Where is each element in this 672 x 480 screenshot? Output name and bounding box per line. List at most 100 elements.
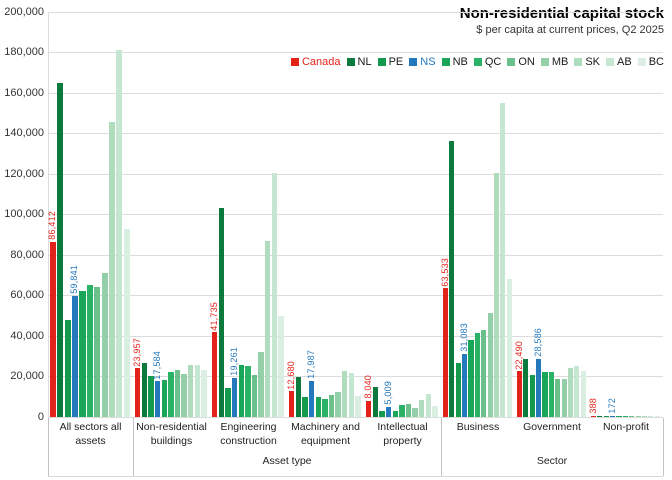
bar-ns bbox=[462, 354, 468, 417]
legend-item-canada[interactable]: Canada bbox=[290, 56, 341, 68]
bar-value-label: 12,680 bbox=[285, 360, 296, 390]
bar-nl bbox=[523, 359, 529, 417]
gridline bbox=[48, 416, 663, 418]
bar-nl bbox=[218, 208, 224, 417]
bar-nl bbox=[597, 415, 603, 417]
bar-value-label: 172 bbox=[606, 398, 617, 414]
y-axis-tick-label: 200,000 bbox=[4, 5, 44, 18]
bar-mb bbox=[561, 379, 567, 417]
bar-sk bbox=[342, 371, 348, 417]
gridline bbox=[48, 335, 663, 337]
bar-ab bbox=[194, 364, 201, 417]
bar-value-label: 17,987 bbox=[305, 349, 316, 379]
bar-nb bbox=[315, 396, 321, 417]
legend-swatch-icon bbox=[507, 58, 516, 66]
legend-item-ns[interactable]: NS bbox=[409, 56, 436, 68]
bar-value-label: 22,490 bbox=[513, 340, 524, 370]
bar-qc bbox=[399, 405, 405, 417]
legend-swatch-icon bbox=[409, 58, 418, 66]
bar-ab bbox=[348, 373, 355, 417]
bar-bc bbox=[278, 315, 284, 417]
legend-swatch-icon bbox=[290, 58, 299, 66]
legend-label: MB bbox=[551, 56, 569, 68]
gridline bbox=[48, 11, 663, 13]
legend-item-bc[interactable]: BC bbox=[637, 56, 664, 68]
axis-divider-line bbox=[441, 418, 442, 476]
legend-swatch-icon bbox=[441, 58, 450, 66]
bar-pe bbox=[603, 415, 609, 417]
bar-bc bbox=[432, 406, 438, 417]
y-axis-tick-label: 20,000 bbox=[10, 370, 44, 382]
legend-item-mb[interactable]: MB bbox=[540, 56, 569, 68]
axis-divider-line bbox=[133, 418, 134, 476]
legend-item-ab[interactable]: AB bbox=[606, 56, 632, 68]
bar-canada bbox=[366, 400, 372, 417]
legend-label: AB bbox=[617, 56, 632, 68]
bar-nb bbox=[79, 291, 86, 417]
bar-sk bbox=[419, 399, 425, 417]
legend-label: NS bbox=[420, 56, 436, 68]
bar-ns bbox=[385, 406, 392, 417]
legend-item-sk[interactable]: SK bbox=[574, 56, 600, 68]
legend-item-nb[interactable]: NB bbox=[441, 56, 468, 68]
bar-qc bbox=[322, 398, 328, 417]
x-axis-category-label: Non-residential buildings bbox=[136, 421, 207, 447]
bar-nb bbox=[616, 415, 622, 417]
bar-nb bbox=[161, 379, 167, 417]
legend-item-on[interactable]: ON bbox=[507, 56, 535, 68]
legend-item-qc[interactable]: QC bbox=[473, 56, 501, 68]
bar-ab bbox=[574, 365, 580, 417]
bar-on bbox=[629, 415, 635, 417]
x-axis-category-label: All sectors all assets bbox=[59, 421, 122, 447]
bar-ab bbox=[271, 172, 278, 417]
bar-ns bbox=[154, 381, 161, 417]
bar-bc bbox=[654, 415, 660, 417]
legend-item-pe[interactable]: PE bbox=[377, 56, 403, 68]
x-axis-category-label: Machinery and equipment bbox=[291, 421, 360, 447]
bar-pe bbox=[529, 375, 535, 417]
bar-mb bbox=[412, 408, 418, 417]
legend-item-nl[interactable]: NL bbox=[346, 56, 372, 68]
bar-nl bbox=[295, 377, 301, 417]
y-axis-tick-label: 160,000 bbox=[4, 86, 44, 99]
bar-sk bbox=[108, 122, 115, 417]
bar-mb bbox=[181, 374, 187, 417]
bar-mb bbox=[101, 273, 108, 417]
bar-on bbox=[94, 287, 101, 417]
bar-nb bbox=[392, 410, 398, 417]
legend-swatch-icon bbox=[606, 58, 615, 66]
legend-label: ON bbox=[518, 56, 535, 68]
bar-qc bbox=[622, 415, 628, 417]
bar-value-label: 59,841 bbox=[69, 265, 80, 294]
legend-label: NL bbox=[357, 56, 372, 68]
bar-on bbox=[251, 375, 258, 417]
bar-value-label: 63,533 bbox=[439, 257, 450, 287]
x-axis-group-label: Sector bbox=[536, 455, 568, 467]
x-axis-line bbox=[48, 417, 663, 418]
bar-mb bbox=[335, 392, 341, 417]
bar-canada bbox=[289, 391, 295, 417]
bar-nb bbox=[238, 365, 244, 417]
bar-canada bbox=[591, 415, 597, 417]
y-axis-tick-label: 100,000 bbox=[4, 208, 44, 220]
bar-value-label: 23,957 bbox=[131, 337, 142, 367]
bar-value-label: 86,412 bbox=[47, 211, 58, 241]
bar-canada bbox=[517, 371, 523, 417]
bar-ns bbox=[231, 377, 238, 417]
bar-ns bbox=[536, 359, 542, 417]
y-axis-tick-label: 40,000 bbox=[10, 329, 44, 342]
axis-table-bottom-border bbox=[48, 476, 663, 477]
x-axis-category-label: Non-profit bbox=[602, 421, 650, 433]
bar-qc bbox=[245, 366, 251, 417]
y-axis-tick-label: 60,000 bbox=[10, 289, 44, 301]
bar-sk bbox=[493, 172, 499, 417]
bar-canada bbox=[50, 242, 57, 417]
bar-ns bbox=[610, 415, 616, 417]
legend-swatch-icon bbox=[540, 58, 549, 66]
gridline bbox=[48, 254, 663, 256]
legend-label: SK bbox=[585, 56, 601, 68]
bar-ab bbox=[425, 393, 432, 417]
gridline bbox=[48, 133, 663, 134]
bar-bc bbox=[201, 370, 207, 417]
bar-nl bbox=[57, 82, 64, 417]
